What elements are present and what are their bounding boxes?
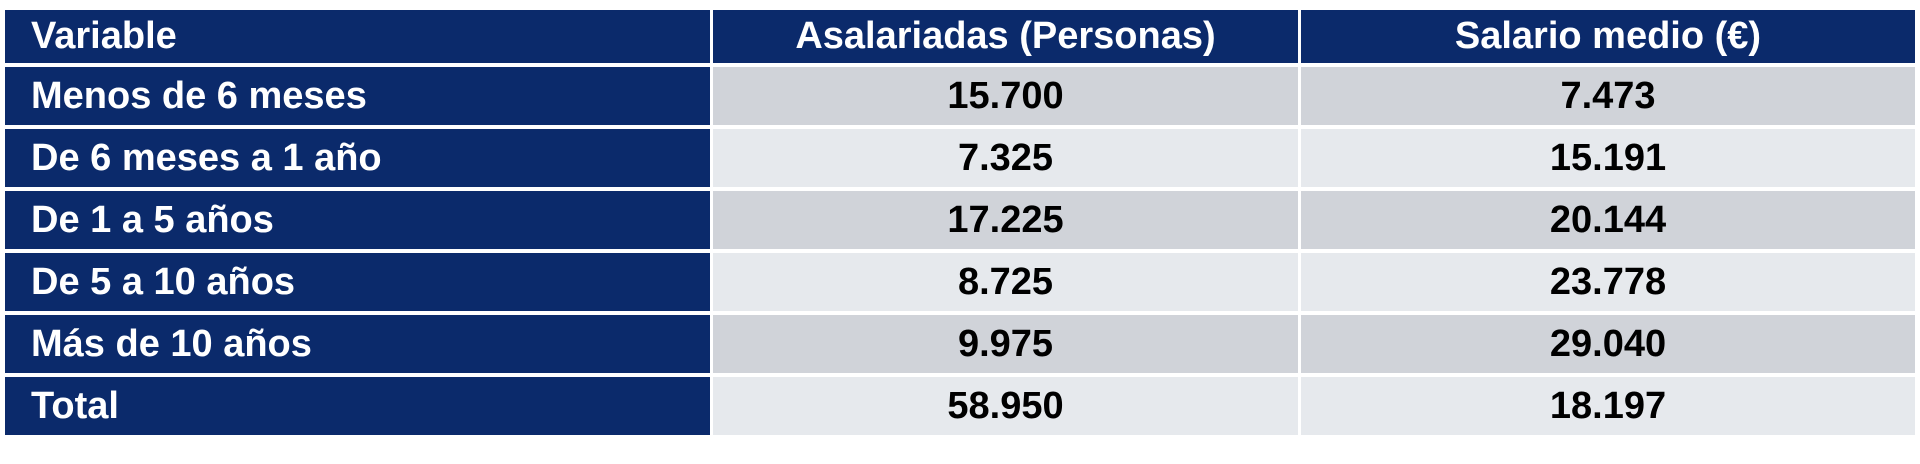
row-label: Menos de 6 meses [5, 67, 710, 125]
total-asalariadas-value: 58.950 [713, 377, 1298, 435]
header-salario-medio: Salario medio (€) [1301, 10, 1915, 63]
asalariadas-value: 17.225 [713, 191, 1298, 249]
salario-value: 7.473 [1301, 67, 1915, 125]
asalariadas-value: 15.700 [713, 67, 1298, 125]
header-asalariadas: Asalariadas (Personas) [713, 10, 1298, 63]
asalariadas-value: 9.975 [713, 315, 1298, 373]
row-label: De 5 a 10 años [5, 253, 710, 311]
total-label: Total [5, 377, 710, 435]
asalariadas-value: 7.325 [713, 129, 1298, 187]
salario-value: 23.778 [1301, 253, 1915, 311]
header-variable: Variable [5, 10, 710, 63]
row-label: De 6 meses a 1 año [5, 129, 710, 187]
row-label: De 1 a 5 años [5, 191, 710, 249]
salario-value: 15.191 [1301, 129, 1915, 187]
total-salario-value: 18.197 [1301, 377, 1915, 435]
row-label: Más de 10 años [5, 315, 710, 373]
asalariadas-value: 8.725 [713, 253, 1298, 311]
salario-value: 29.040 [1301, 315, 1915, 373]
data-table: Variable Asalariadas (Personas) Salario … [5, 10, 1915, 435]
salario-value: 20.144 [1301, 191, 1915, 249]
